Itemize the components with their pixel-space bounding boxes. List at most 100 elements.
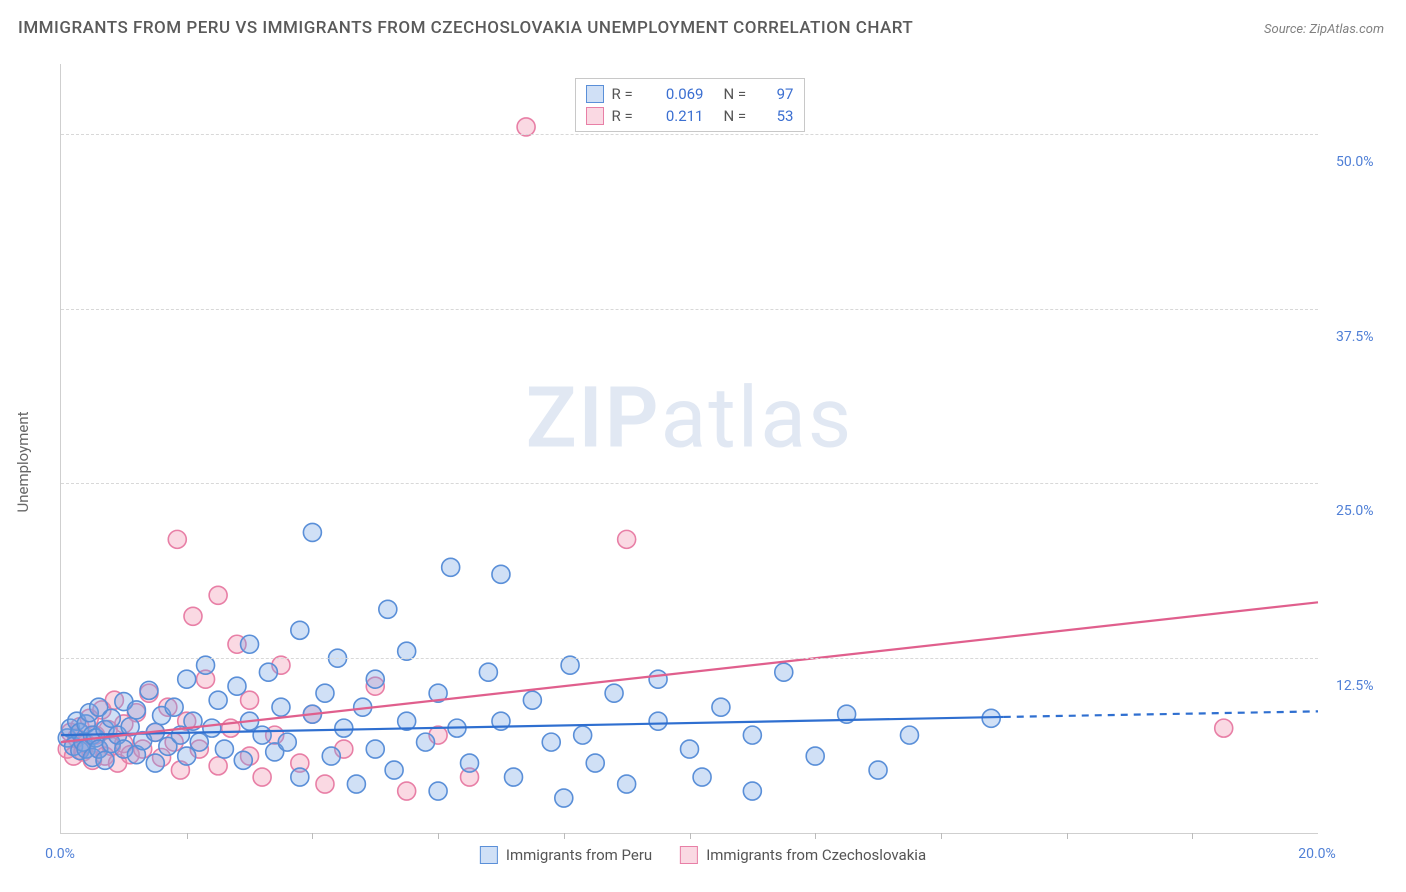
data-point [203, 719, 221, 737]
data-point [335, 719, 353, 737]
legend-label: Immigrants from Czechoslovakia [706, 846, 926, 864]
data-point [146, 754, 164, 772]
gridline [61, 483, 1318, 484]
data-point [618, 530, 636, 548]
data-point [574, 726, 592, 744]
data-point [241, 691, 259, 709]
data-point [241, 635, 259, 653]
legend-item: Immigrants from Peru [480, 846, 652, 864]
corr-legend-row: R = 0.211 N = 53 [586, 105, 794, 127]
r-label: R = [612, 85, 644, 103]
x-tick [815, 833, 816, 839]
x-tick [941, 833, 942, 839]
data-point [215, 740, 233, 758]
data-point [900, 726, 918, 744]
data-point [869, 761, 887, 779]
data-point [209, 757, 227, 775]
data-point [165, 698, 183, 716]
chart-svg [61, 64, 1318, 833]
data-point [209, 586, 227, 604]
gridline [61, 134, 1318, 135]
data-point [96, 751, 114, 769]
legend-item: Immigrants from Czechoslovakia [680, 846, 926, 864]
data-point [385, 761, 403, 779]
data-point [523, 691, 541, 709]
x-tick-label-right: 20.0% [1298, 846, 1336, 862]
data-point [398, 782, 416, 800]
data-point [712, 698, 730, 716]
data-point [184, 607, 202, 625]
x-tick [438, 833, 439, 839]
data-point [234, 751, 252, 769]
data-point [461, 754, 479, 772]
data-point [228, 677, 246, 695]
trend-line-dashed [1004, 711, 1318, 717]
data-point [316, 775, 334, 793]
n-value: 53 [764, 107, 794, 125]
data-point [278, 733, 296, 751]
data-point [253, 726, 271, 744]
data-point [347, 775, 365, 793]
y-tick-label: 37.5% [1336, 329, 1374, 345]
series-legend: Immigrants from Peru Immigrants from Czec… [480, 846, 926, 864]
data-point [178, 747, 196, 765]
x-tick [1192, 833, 1193, 839]
source-attribution: Source: ZipAtlas.com [1264, 22, 1384, 37]
data-point [127, 701, 145, 719]
data-point [1215, 719, 1233, 737]
data-point [168, 530, 186, 548]
y-axis-label: Unemployment [14, 411, 32, 512]
correlation-legend: R = 0.069 N = 97 R = 0.211 N = 53 [575, 78, 805, 132]
chart-title: IMMIGRANTS FROM PERU VS IMMIGRANTS FROM … [18, 18, 913, 38]
data-point [542, 733, 560, 751]
data-point [379, 600, 397, 618]
data-point [316, 684, 334, 702]
data-point [209, 691, 227, 709]
data-point [259, 663, 277, 681]
y-tick-label: 25.0% [1336, 503, 1374, 519]
data-point [586, 754, 604, 772]
data-point [649, 712, 667, 730]
plot-area: ZIPatlas R = 0.069 N = 97 R = 0.211 N = … [60, 64, 1318, 834]
data-point [775, 663, 793, 681]
data-point [618, 775, 636, 793]
legend-swatch [680, 846, 698, 864]
x-tick [564, 833, 565, 839]
source-link[interactable]: ZipAtlas.com [1309, 22, 1384, 37]
data-point [322, 747, 340, 765]
n-label: N = [724, 85, 756, 103]
data-point [102, 709, 120, 727]
data-point [743, 726, 761, 744]
x-tick [187, 833, 188, 839]
trend-line [61, 602, 1318, 742]
data-point [303, 523, 321, 541]
gridline [61, 658, 1318, 659]
x-tick [1067, 833, 1068, 839]
data-point [366, 670, 384, 688]
n-label: N = [724, 107, 756, 125]
x-tick-label-left: 0.0% [45, 846, 75, 862]
gridline [61, 309, 1318, 310]
data-point [291, 621, 309, 639]
plot-wrap: Unemployment ZIPatlas R = 0.069 N = 97 R… [18, 50, 1388, 874]
data-point [140, 681, 158, 699]
data-point [492, 565, 510, 583]
r-value: 0.211 [652, 107, 704, 125]
data-point [429, 782, 447, 800]
x-tick [690, 833, 691, 839]
data-point [366, 740, 384, 758]
data-point [649, 670, 667, 688]
legend-swatch [480, 846, 498, 864]
data-point [190, 733, 208, 751]
data-point [253, 768, 271, 786]
data-point [743, 782, 761, 800]
r-value: 0.069 [652, 85, 704, 103]
data-point [479, 663, 497, 681]
x-tick [312, 833, 313, 839]
r-label: R = [612, 107, 644, 125]
data-point [291, 768, 309, 786]
y-tick-label: 50.0% [1336, 154, 1374, 170]
legend-label: Immigrants from Peru [506, 846, 652, 864]
data-point [272, 698, 290, 716]
data-point [806, 747, 824, 765]
